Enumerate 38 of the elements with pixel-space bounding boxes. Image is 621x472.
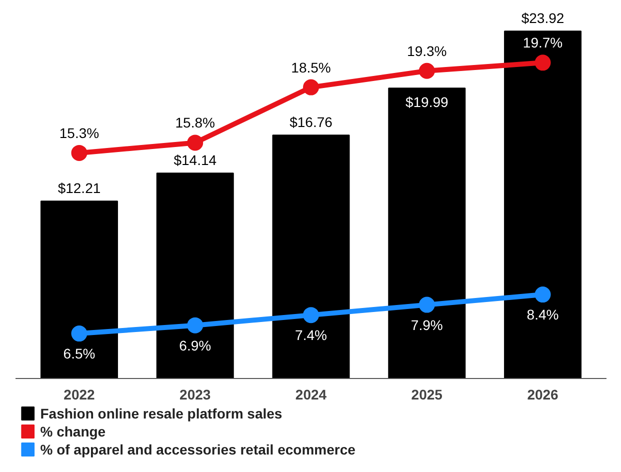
x-tick-label: 2023	[180, 386, 211, 402]
data-label: $16.76	[290, 114, 333, 130]
bar	[40, 200, 118, 378]
point	[303, 79, 319, 96]
data-label: 6.5%	[63, 346, 96, 362]
x-tick-label: 2026	[527, 386, 559, 402]
data-label: 15.3%	[59, 124, 100, 141]
bar	[272, 134, 350, 378]
point	[534, 286, 551, 303]
bar	[504, 30, 582, 378]
point	[187, 317, 204, 334]
point	[303, 307, 319, 324]
data-label: 6.9%	[179, 337, 212, 354]
data-label: 19.7%	[522, 34, 563, 51]
legend-label: % of apparel and accessories retail ecommerce	[40, 442, 356, 458]
data-label: 7.9%	[410, 316, 443, 333]
data-label: $14.14	[174, 152, 217, 168]
data-label: 15.8%	[175, 114, 215, 131]
data-label: $19.99	[405, 94, 449, 110]
point	[187, 134, 204, 151]
data-label: 18.5%	[291, 59, 331, 76]
data-label: 8.4%	[526, 306, 559, 323]
data-label: $23.92	[521, 10, 564, 26]
bar	[388, 88, 466, 378]
point	[71, 326, 88, 342]
point	[534, 54, 551, 71]
x-tick-label: 2022	[64, 386, 96, 402]
x-tick-label: 2025	[411, 386, 443, 402]
data-label: 19.3%	[407, 42, 447, 59]
point	[418, 296, 435, 313]
x-tick-label: 2024	[295, 386, 327, 402]
legend-label: Fashion online resale platform sales	[40, 406, 282, 422]
data-label: 7.4%	[295, 327, 327, 344]
legend-label: % change	[40, 424, 106, 440]
bar	[156, 172, 234, 378]
point	[71, 144, 88, 161]
point	[418, 62, 435, 79]
data-label: $12.21	[58, 180, 101, 196]
